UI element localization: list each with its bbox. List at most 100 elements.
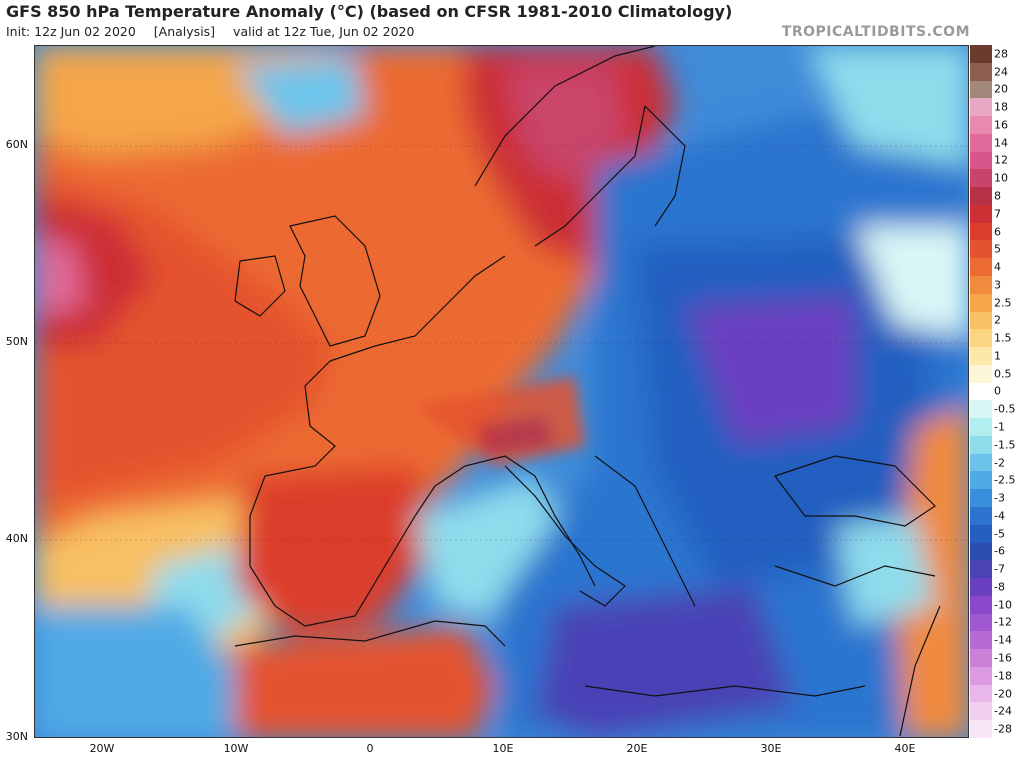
colorbar-step: -1 [970, 418, 1022, 436]
colorbar-label: 0 [994, 384, 1001, 398]
colorbar-swatch [970, 542, 992, 561]
colorbar-label: -2.5 [994, 473, 1016, 487]
colorbar-swatch [970, 347, 992, 365]
lat-label-40n: 40N [5, 532, 28, 545]
colorbar-swatch [970, 311, 992, 330]
init-time: Init: 12z Jun 02 2020 [6, 24, 136, 39]
colorbar-label: 8 [994, 189, 1001, 203]
colorbar-step: -18 [970, 666, 1022, 685]
colorbar-step: 18 [970, 98, 1022, 117]
colorbar-swatch [970, 116, 992, 134]
valid-time: valid at 12z Tue, Jun 02 2020 [233, 24, 415, 39]
colorbar-swatch [970, 720, 992, 738]
colorbar-label: -10 [994, 598, 1012, 612]
colorbar-step: 20 [970, 80, 1022, 99]
colorbar-label: 28 [994, 47, 1008, 61]
colorbar-step: -2.5 [970, 471, 1022, 490]
coastlines [234, 46, 941, 737]
colorbar-step: 14 [970, 133, 1022, 152]
colorbar-step: -4 [970, 507, 1022, 525]
colorbar-label: 5 [994, 242, 1001, 256]
colorbar-legend: 28 24 20 18 16 14 12 10 8 7 6 5 4 3 2.5 2 1.5 1 0.5 0 -0.5 -1… [970, 45, 1022, 738]
colorbar-step: 2 [970, 311, 1022, 330]
colorbar-label: -18 [994, 669, 1012, 683]
colorbar-step: -7 [970, 560, 1022, 579]
colorbar-step: -6 [970, 542, 1022, 561]
colorbar-swatch [970, 222, 992, 241]
colorbar-label: -20 [994, 687, 1012, 701]
colorbar-label: -4 [994, 509, 1005, 523]
colorbar-step: -10 [970, 595, 1022, 614]
colorbar-swatch [970, 507, 992, 525]
colorbar-label: -14 [994, 633, 1012, 647]
lon-label-40e: 40E [894, 742, 916, 755]
lat-label-60n: 60N [5, 138, 28, 151]
colorbar-label: 24 [994, 65, 1008, 79]
colorbar-swatch [970, 471, 992, 490]
lon-label-20w: 20W [89, 742, 115, 755]
colorbar-swatch [970, 293, 992, 312]
colorbar-swatch [970, 400, 992, 419]
colorbar-swatch [970, 187, 992, 205]
anomaly-map [34, 45, 969, 738]
colorbar-step: 3 [970, 276, 1022, 294]
colorbar-swatch [970, 684, 992, 703]
colorbar-label: 0.5 [994, 367, 1012, 381]
colorbar-swatch [970, 62, 992, 81]
colorbar-label: -7 [994, 562, 1005, 576]
colorbar-swatch [970, 80, 992, 99]
colorbar-swatch [970, 489, 992, 507]
colorbar-swatch [970, 204, 992, 223]
colorbar-step: 7 [970, 204, 1022, 223]
colorbar-swatch [970, 276, 992, 294]
colorbar-label: -1.5 [994, 438, 1016, 452]
colorbar-label: -2 [994, 456, 1005, 470]
colorbar-swatch [970, 418, 992, 436]
colorbar-step: -5 [970, 524, 1022, 543]
colorbar-label: -1 [994, 420, 1005, 434]
colorbar-step: 1.5 [970, 329, 1022, 348]
colorbar-swatch [970, 364, 992, 383]
colorbar-swatch [970, 98, 992, 117]
colorbar-swatch [970, 649, 992, 667]
colorbar-step: 8 [970, 187, 1022, 205]
analysis-tag: [Analysis] [153, 24, 216, 39]
colorbar-swatch [970, 133, 992, 152]
colorbar-step: 24 [970, 62, 1022, 81]
colorbar-label: 16 [994, 118, 1008, 132]
colorbar-label: -3 [994, 491, 1005, 505]
colorbar-swatch [970, 578, 992, 596]
lat-label-50n: 50N [5, 335, 28, 348]
colorbar-step: 28 [970, 45, 1022, 63]
colorbar-swatch [970, 169, 992, 188]
colorbar-step: -14 [970, 631, 1022, 650]
colorbar-step: 1 [970, 347, 1022, 365]
colorbar-swatch [970, 382, 992, 401]
colorbar-label: 20 [994, 82, 1008, 96]
colorbar-label: 2.5 [994, 296, 1012, 310]
colorbar-swatch [970, 240, 992, 259]
colorbar-step: 2.5 [970, 293, 1022, 312]
colorbar-label: -5 [994, 527, 1005, 541]
colorbar-swatch [970, 329, 992, 348]
colorbar-swatch [970, 45, 992, 63]
colorbar-label: -12 [994, 615, 1012, 629]
colorbar-label: -24 [994, 704, 1012, 718]
colorbar-label: -16 [994, 651, 1012, 665]
source-watermark: TROPICALTIDBITS.COM [781, 24, 970, 40]
colorbar-swatch [970, 702, 992, 721]
colorbar-label: 7 [994, 207, 1001, 221]
colorbar-swatch [970, 453, 992, 472]
colorbar-swatch [970, 435, 992, 454]
colorbar-label: 18 [994, 100, 1008, 114]
colorbar-label: 14 [994, 136, 1008, 150]
colorbar-label: 2 [994, 313, 1001, 327]
colorbar-label: 3 [994, 278, 1001, 292]
anomaly-field [35, 46, 968, 737]
colorbar-label: -28 [994, 722, 1012, 736]
colorbar-step: 12 [970, 151, 1022, 170]
lon-label-10w: 10W [223, 742, 249, 755]
colorbar-step: -1.5 [970, 435, 1022, 454]
lat-label-30n: 30N [5, 730, 28, 743]
colorbar-swatch [970, 613, 992, 632]
